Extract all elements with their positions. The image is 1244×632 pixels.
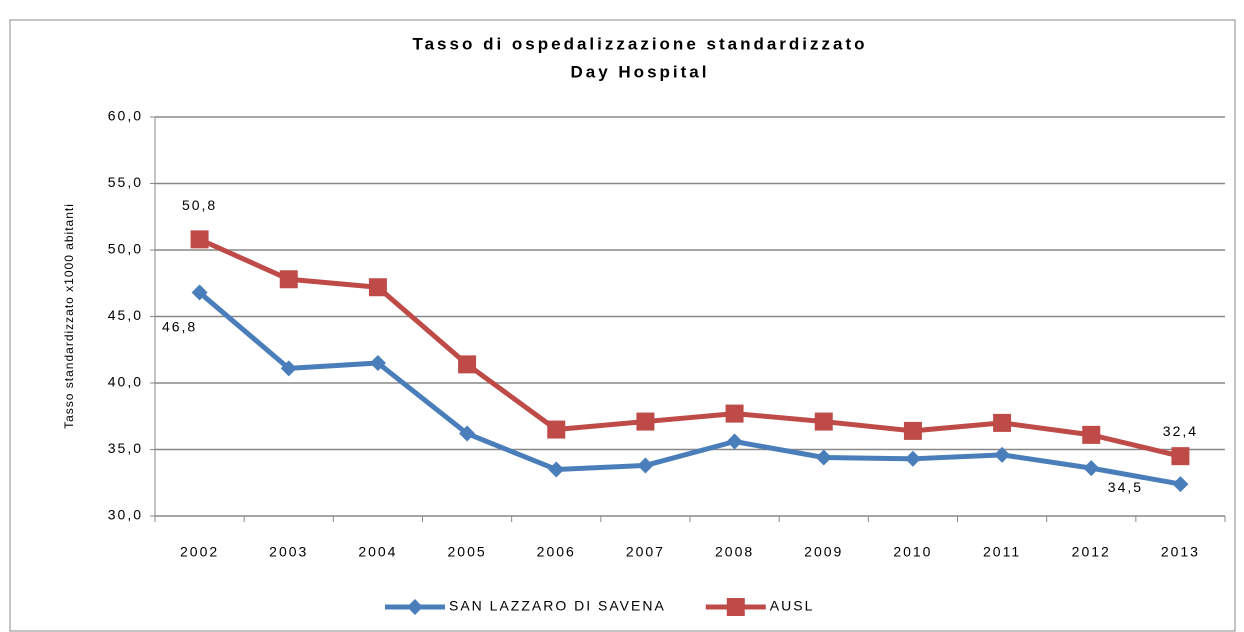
data-label: 50,8	[182, 197, 217, 213]
point	[1172, 476, 1189, 493]
x-tick-label: 2008	[715, 544, 754, 560]
chart-subtitle: Day Hospital	[571, 62, 710, 81]
y-tick-label: 50,0	[108, 241, 143, 257]
chart-frame	[9, 19, 1236, 632]
x-tick-label: 2009	[804, 544, 843, 560]
x-tick-label: 2007	[626, 544, 665, 560]
series-line	[198, 237, 1182, 459]
point	[369, 355, 386, 372]
point	[1171, 447, 1190, 466]
point	[190, 230, 209, 249]
point	[815, 449, 832, 466]
x-tick-label: 2010	[893, 544, 932, 560]
point	[993, 413, 1012, 432]
x-tick-label: 2003	[269, 544, 308, 560]
x-tick-label: 2004	[358, 544, 397, 560]
point	[368, 278, 387, 297]
x-tick-label: 2011	[983, 544, 1021, 560]
point	[903, 421, 922, 440]
point	[725, 404, 744, 423]
point	[1082, 425, 1101, 444]
x-tick-label: 2002	[180, 544, 219, 560]
x-tick-label: 2013	[1161, 544, 1200, 560]
y-tick-label: 30,0	[108, 507, 143, 523]
data-label: 46,8	[162, 318, 197, 334]
y-tick-label: 35,0	[108, 440, 143, 456]
point	[994, 446, 1011, 463]
y-axis-label: Tasso standardizzato x1000 abitanti	[62, 203, 76, 429]
data-label: 32,4	[1163, 423, 1198, 439]
chart-title: Tasso di ospedalizzazione standardizzato	[412, 34, 867, 53]
legend-label: AUSL	[770, 598, 815, 614]
y-tick-label: 60,0	[108, 108, 143, 124]
point	[814, 412, 833, 431]
y-tick-label: 40,0	[108, 374, 143, 390]
y-tick-label: 45,0	[108, 307, 143, 323]
data-label: 34,5	[1108, 479, 1143, 495]
point	[548, 461, 565, 478]
point	[1083, 460, 1100, 477]
point	[459, 425, 476, 442]
point	[280, 360, 297, 377]
point	[904, 450, 921, 467]
point	[458, 355, 477, 374]
point	[636, 412, 655, 431]
series-line	[197, 290, 1181, 487]
x-tick-label: 2012	[1072, 544, 1111, 560]
point	[547, 420, 566, 439]
x-tick-label: 2006	[537, 544, 576, 560]
legend-marker	[407, 599, 423, 615]
x-tick-label: 2005	[448, 544, 487, 560]
point	[279, 270, 298, 289]
point	[726, 433, 743, 450]
legend-label: SAN LAZZARO DI SAVENA	[449, 598, 666, 614]
point	[191, 284, 208, 301]
point	[637, 457, 654, 474]
y-tick-label: 55,0	[108, 174, 143, 190]
legend-marker	[726, 598, 745, 616]
